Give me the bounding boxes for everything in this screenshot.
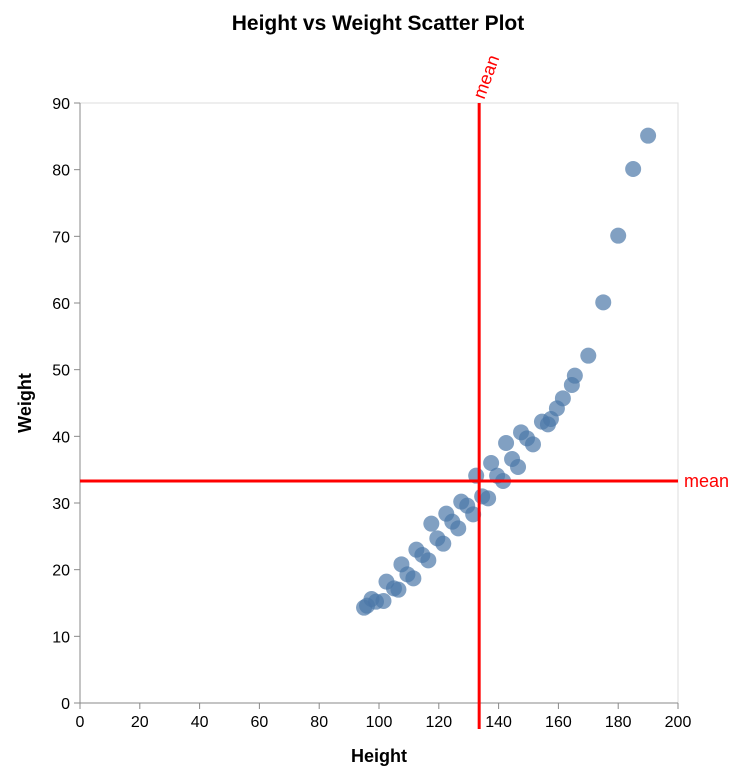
data-point xyxy=(524,436,541,453)
data-point xyxy=(510,459,527,475)
data-points xyxy=(356,127,657,616)
data-point xyxy=(450,520,467,537)
y-tick-label: 50 xyxy=(52,363,70,380)
x-tick-label: 180 xyxy=(605,714,632,731)
chart-title: Height vs Weight Scatter Plot xyxy=(232,12,525,35)
data-point xyxy=(483,455,500,471)
data-point xyxy=(595,294,612,311)
data-point xyxy=(580,347,597,364)
data-point xyxy=(610,227,627,244)
data-point xyxy=(480,490,497,507)
x-tick-label: 20 xyxy=(131,714,149,731)
y-tick-label: 90 xyxy=(52,96,70,113)
x-tick-label: 40 xyxy=(191,714,209,731)
y-tick-label: 60 xyxy=(52,296,70,313)
plot-frame xyxy=(79,102,679,704)
y-tick-label: 0 xyxy=(61,696,70,713)
y-axis-label: Weight xyxy=(15,373,35,433)
data-point xyxy=(405,570,422,587)
reference-lines: mean mean xyxy=(80,52,729,729)
data-point xyxy=(435,535,452,552)
mean-height-label: mean xyxy=(469,52,503,101)
x-tick-label: 160 xyxy=(545,714,572,731)
data-point xyxy=(420,552,437,569)
y-tick-label: 70 xyxy=(52,229,70,246)
x-tick-label: 60 xyxy=(251,714,269,731)
mean-weight-label: mean xyxy=(684,471,729,491)
data-point xyxy=(625,161,642,177)
data-point xyxy=(375,593,392,609)
y-tick-label: 20 xyxy=(52,563,70,580)
x-tick-label: 200 xyxy=(665,714,692,731)
data-point xyxy=(423,515,440,532)
y-tick-label: 80 xyxy=(52,163,70,180)
x-tick-label: 0 xyxy=(76,714,85,731)
data-point xyxy=(465,506,482,523)
data-point xyxy=(554,390,571,407)
x-tick-label: 100 xyxy=(366,714,393,731)
y-tick-label: 30 xyxy=(52,496,70,513)
x-axis-ticks: 0 20 40 60 80 100 120 140 160 180 200 xyxy=(76,703,692,731)
y-tick-label: 10 xyxy=(52,629,70,646)
x-tick-label: 120 xyxy=(425,714,452,731)
data-point xyxy=(498,435,515,451)
y-axis-ticks: 0 10 20 30 40 50 60 70 80 90 xyxy=(52,96,80,713)
data-point xyxy=(640,127,657,144)
x-tick-label: 140 xyxy=(485,714,512,731)
x-tick-label: 80 xyxy=(310,714,328,731)
x-axis-label: Height xyxy=(351,746,407,766)
data-point xyxy=(566,367,583,384)
data-point xyxy=(390,581,407,598)
y-tick-label: 40 xyxy=(52,429,70,446)
